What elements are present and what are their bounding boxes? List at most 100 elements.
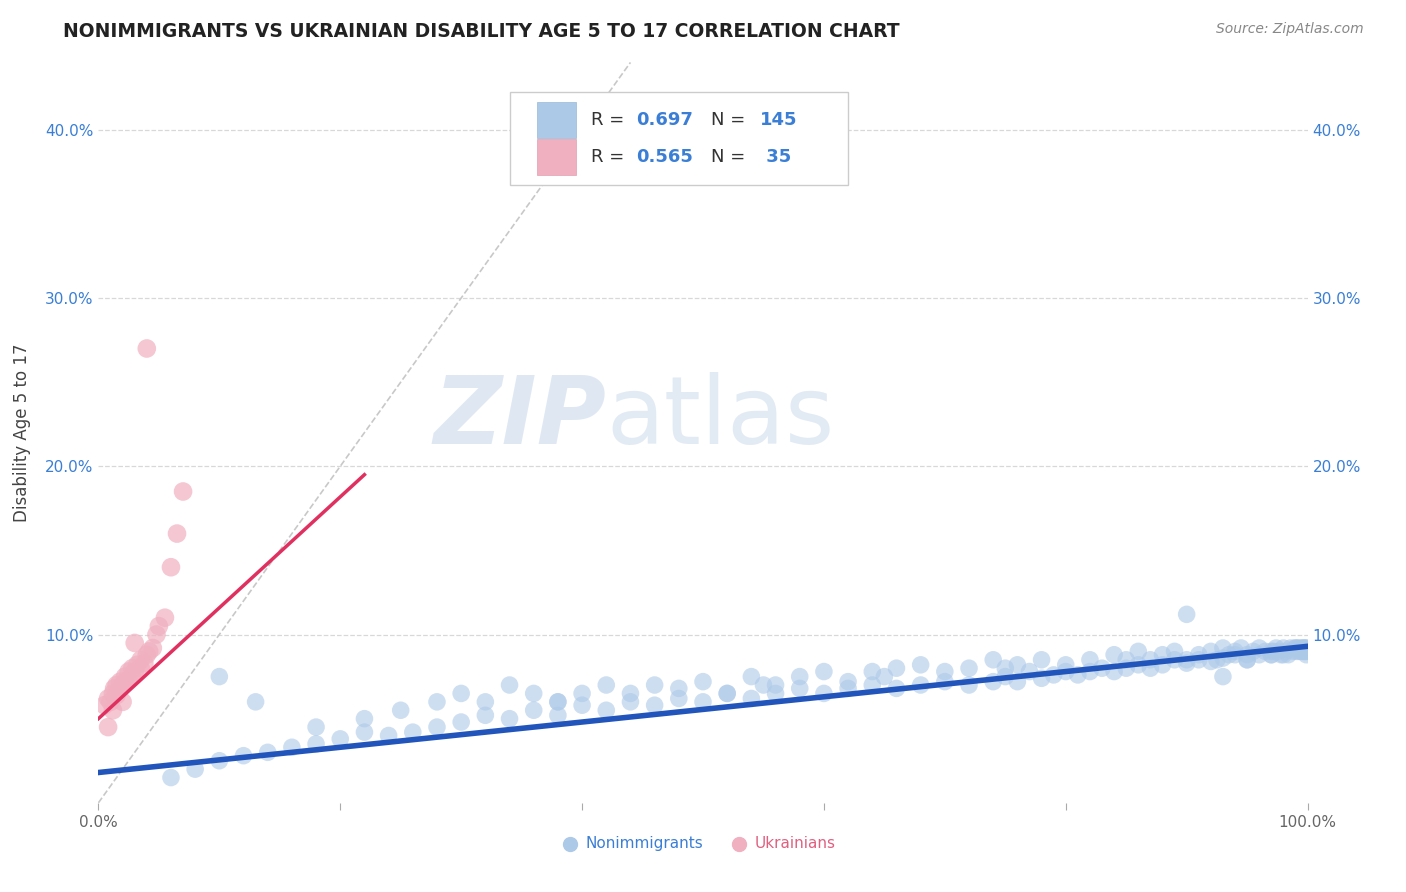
Point: [1291, 644, 1313, 658]
Text: R =: R =: [591, 112, 630, 129]
Point: [1292, 640, 1315, 655]
Point: [957, 678, 980, 692]
Point: [1175, 653, 1198, 667]
Point: [1277, 648, 1299, 662]
Point: [1163, 644, 1185, 658]
Point: [1294, 640, 1316, 655]
Point: [142, 640, 165, 655]
Point: [245, 695, 267, 709]
Point: [886, 681, 908, 696]
Point: [994, 661, 1017, 675]
Point: [619, 686, 641, 700]
Point: [716, 686, 738, 700]
Point: [474, 695, 496, 709]
Point: [305, 737, 328, 751]
Point: [523, 703, 546, 717]
Point: [1260, 648, 1282, 662]
Text: NONIMMIGRANTS VS UKRAINIAN DISABILITY AGE 5 TO 17 CORRELATION CHART: NONIMMIGRANTS VS UKRAINIAN DISABILITY AG…: [63, 22, 900, 41]
Point: [377, 729, 399, 743]
Point: [1223, 648, 1246, 662]
Point: [934, 665, 956, 679]
Point: [1042, 668, 1064, 682]
Point: [105, 688, 128, 702]
Point: [148, 619, 170, 633]
Point: [886, 661, 908, 675]
Point: [860, 678, 883, 692]
Point: [558, 888, 581, 892]
Point: [789, 670, 811, 684]
Point: [1206, 653, 1229, 667]
Point: [1295, 640, 1317, 655]
Point: [765, 678, 787, 692]
Point: [129, 661, 152, 675]
Point: [105, 678, 128, 692]
Point: [1212, 670, 1234, 684]
Point: [1128, 657, 1150, 672]
Point: [1236, 648, 1258, 662]
Point: [1292, 644, 1315, 658]
Point: [1054, 657, 1077, 672]
Point: [402, 725, 425, 739]
Text: 0.697: 0.697: [637, 112, 693, 129]
Point: [353, 712, 375, 726]
Point: [1236, 653, 1258, 667]
Point: [498, 678, 520, 692]
Point: [101, 703, 124, 717]
Point: [1199, 655, 1222, 669]
Y-axis label: Disability Age 5 to 17: Disability Age 5 to 17: [13, 343, 31, 522]
Point: [1282, 644, 1305, 658]
Point: [208, 754, 231, 768]
Point: [1139, 653, 1161, 667]
Point: [124, 665, 146, 679]
Point: [1212, 640, 1234, 655]
Point: [1292, 644, 1315, 658]
Point: [145, 627, 167, 641]
Point: [1139, 661, 1161, 675]
Point: [114, 674, 136, 689]
Point: [450, 686, 472, 700]
Point: [1285, 644, 1308, 658]
Point: [1102, 648, 1125, 662]
Point: [1284, 640, 1306, 655]
Point: [103, 681, 125, 696]
Point: [160, 560, 183, 574]
Text: N =: N =: [711, 148, 751, 166]
Point: [1152, 648, 1174, 662]
Point: [668, 681, 690, 696]
Point: [389, 703, 412, 717]
Point: [1031, 653, 1053, 667]
Point: [837, 681, 859, 696]
Point: [1275, 644, 1298, 658]
Point: [97, 691, 120, 706]
Point: [1265, 640, 1288, 655]
Point: [547, 708, 569, 723]
Text: 35: 35: [759, 148, 792, 166]
Point: [498, 712, 520, 726]
Point: [1286, 640, 1309, 655]
Text: Ukrainians: Ukrainians: [755, 836, 837, 851]
Text: N =: N =: [711, 112, 751, 129]
Point: [101, 686, 124, 700]
Point: [1241, 644, 1264, 658]
Point: [474, 708, 496, 723]
Point: [118, 665, 141, 679]
Point: [1078, 665, 1101, 679]
Point: [134, 656, 156, 670]
Point: [1236, 653, 1258, 667]
Point: [208, 670, 231, 684]
Point: [1188, 653, 1211, 667]
Point: [1102, 665, 1125, 679]
Point: [118, 673, 141, 687]
Point: [121, 670, 143, 684]
Point: [1078, 653, 1101, 667]
Point: [644, 698, 666, 713]
Point: [1254, 644, 1277, 658]
Point: [138, 644, 160, 658]
Point: [910, 657, 932, 672]
Point: [1115, 653, 1137, 667]
Point: [1263, 644, 1285, 658]
Point: [1230, 640, 1253, 655]
Point: [1272, 648, 1295, 662]
Point: [1272, 640, 1295, 655]
Point: [111, 678, 134, 692]
